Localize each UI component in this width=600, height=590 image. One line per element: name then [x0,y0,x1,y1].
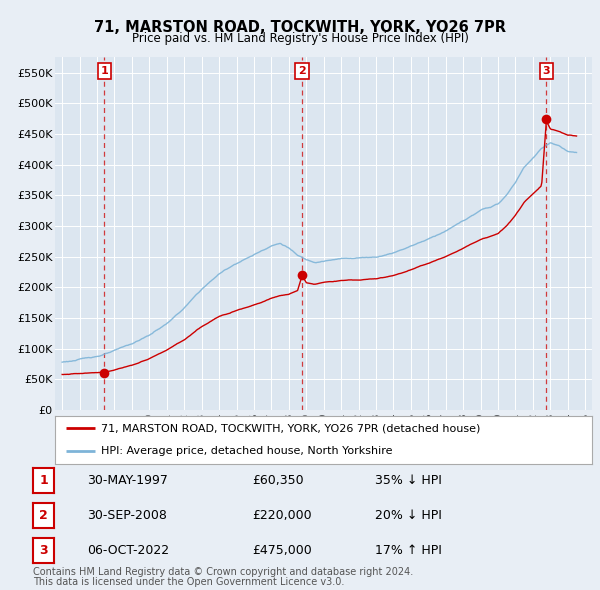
Text: Price paid vs. HM Land Registry's House Price Index (HPI): Price paid vs. HM Land Registry's House … [131,32,469,45]
Text: 2: 2 [298,66,306,76]
Text: HPI: Average price, detached house, North Yorkshire: HPI: Average price, detached house, Nort… [101,446,392,456]
Text: 06-OCT-2022: 06-OCT-2022 [87,544,169,558]
Text: 3: 3 [542,66,550,76]
Text: 30-MAY-1997: 30-MAY-1997 [87,474,168,487]
Text: Contains HM Land Registry data © Crown copyright and database right 2024.: Contains HM Land Registry data © Crown c… [33,567,413,577]
Text: 35% ↓ HPI: 35% ↓ HPI [375,474,442,487]
Text: 2: 2 [40,509,48,522]
Text: £60,350: £60,350 [252,474,304,487]
Text: £475,000: £475,000 [252,544,312,558]
Text: 71, MARSTON ROAD, TOCKWITH, YORK, YO26 7PR: 71, MARSTON ROAD, TOCKWITH, YORK, YO26 7… [94,20,506,35]
Text: This data is licensed under the Open Government Licence v3.0.: This data is licensed under the Open Gov… [33,577,344,587]
Text: 30-SEP-2008: 30-SEP-2008 [87,509,167,522]
Text: 1: 1 [100,66,108,76]
Text: 20% ↓ HPI: 20% ↓ HPI [375,509,442,522]
Text: 17% ↑ HPI: 17% ↑ HPI [375,544,442,558]
Text: 1: 1 [40,474,48,487]
Text: 3: 3 [40,544,48,558]
Text: 71, MARSTON ROAD, TOCKWITH, YORK, YO26 7PR (detached house): 71, MARSTON ROAD, TOCKWITH, YORK, YO26 7… [101,423,480,433]
Text: £220,000: £220,000 [252,509,311,522]
